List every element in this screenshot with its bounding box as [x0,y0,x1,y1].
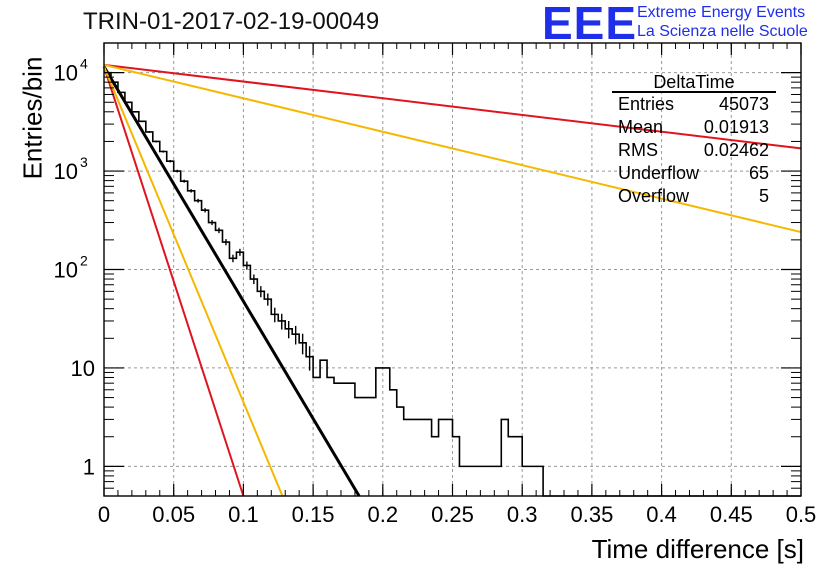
y-tick-exponent: 4 [80,56,88,72]
y-tick-label: 1 [83,454,95,479]
eee-logo: EEE [542,0,638,49]
y-tick-label: 10 [54,159,78,184]
fit-line-5 [103,63,802,234]
x-axis-label: Time difference [s] [591,534,804,564]
stats-value: 5 [759,186,769,206]
eee-tagline-1: Extreme Energy Events [637,4,806,21]
x-tick-label: 0.5 [786,502,817,527]
eee-tagline-2: La Scienza nelle Scuole [637,23,808,40]
fit-line-2 [103,66,245,497]
x-tick-label: 0.4 [646,502,677,527]
x-tick-label: 0.1 [228,502,259,527]
y-tick-label: 10 [54,258,78,283]
y-tick-label: 10 [71,356,95,381]
fit-line-1 [102,65,361,497]
stats-label: Entries [618,94,674,114]
x-tick-label: 0.25 [431,502,474,527]
stats-label: Mean [618,117,663,137]
stats-value: 0.02462 [704,140,769,160]
stats-value: 0.01913 [704,117,769,137]
x-tick-label: 0.35 [570,502,613,527]
y-tick-exponent: 2 [80,253,88,269]
stats-label: Underflow [618,163,700,183]
x-tick-label: 0.2 [368,502,399,527]
x-tick-label: 0.3 [507,502,538,527]
x-tick-label: 0.15 [292,502,335,527]
x-tick-label: 0.45 [710,502,753,527]
x-tick-label: 0.05 [152,502,195,527]
stats-label: Overflow [618,186,690,206]
stats-title: DeltaTime [653,72,734,92]
stats-label: RMS [618,140,658,160]
stats-value: 65 [749,163,769,183]
chart-title: TRIN-01-2017-02-19-00049 [83,8,380,35]
fit-line-3 [103,66,284,497]
stats-value: 45073 [719,94,769,114]
y-tick-exponent: 3 [80,154,88,170]
fit-line-4 [103,63,802,150]
y-tick-label: 10 [54,61,78,86]
x-tick-label: 0 [98,502,110,527]
